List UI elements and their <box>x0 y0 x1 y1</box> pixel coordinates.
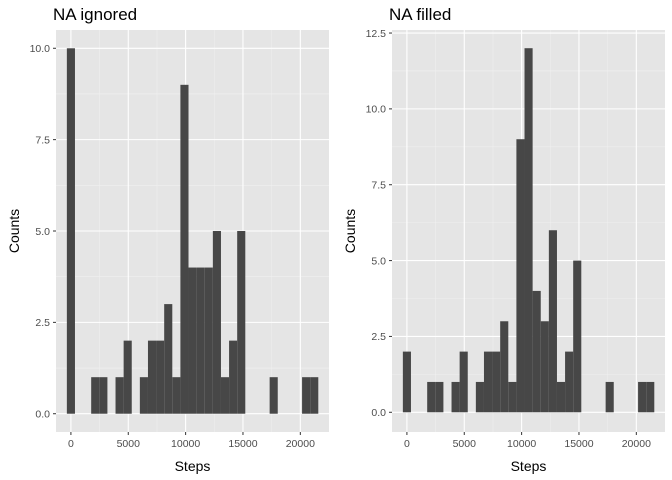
histogram-bar <box>164 304 173 414</box>
x-tick-label: 15000 <box>564 438 593 450</box>
histogram-bar <box>532 290 541 413</box>
x-axis-ticks: 0 5000 10000 15000 20000 <box>404 432 651 450</box>
histogram-bar <box>427 381 436 413</box>
histogram-bar <box>500 321 509 413</box>
x-tick-label: 5000 <box>117 438 141 450</box>
y-tick-label: 10.0 <box>30 43 51 55</box>
histogram-bar <box>115 377 124 414</box>
histogram-bar <box>204 267 213 414</box>
histogram-bar <box>196 267 205 414</box>
histogram-bar <box>302 377 311 414</box>
x-tick-label: 10000 <box>507 438 536 450</box>
histogram-bar <box>435 381 444 413</box>
histogram-bar <box>269 377 278 414</box>
histogram-bar <box>156 340 165 414</box>
y-tick-label: 0.0 <box>35 409 50 421</box>
x-axis-ticks: 0 5000 10000 15000 20000 <box>68 432 315 450</box>
chart-title: NA filled <box>389 5 451 24</box>
histogram-bar <box>180 84 189 414</box>
y-tick-label: 10.0 <box>366 104 387 116</box>
histogram-bar <box>548 230 557 413</box>
histogram-bar <box>492 351 501 413</box>
y-axis-ticks: 0.0 2.5 5.0 7.5 10.0 12.5 <box>366 28 392 419</box>
x-tick-label: 5000 <box>453 438 477 450</box>
y-tick-label: 7.5 <box>371 180 386 192</box>
histogram-bar <box>524 48 533 413</box>
chart-na-ignored: NA ignored 0.0 2.5 5.0 7.5 10.0 0 5000 10000 15… <box>6 5 329 474</box>
histogram-bar <box>147 340 157 414</box>
x-axis-label: Steps <box>511 458 547 474</box>
histogram-bar <box>188 267 197 414</box>
x-tick-label: 15000 <box>228 438 257 450</box>
histogram-bar <box>99 377 108 414</box>
histogram-bars <box>402 48 655 413</box>
x-tick-label: 0 <box>404 438 410 450</box>
histogram-bar <box>646 381 655 413</box>
histogram-bar <box>123 340 132 414</box>
histogram-bar <box>638 381 647 413</box>
x-tick-label: 0 <box>68 438 74 450</box>
y-tick-label: 2.5 <box>371 331 386 343</box>
histogram-bar <box>237 231 246 414</box>
histogram-bar <box>516 139 525 413</box>
y-axis-label: Counts <box>6 209 22 253</box>
histogram-bar <box>540 321 549 413</box>
histogram-bar <box>220 377 230 414</box>
histogram-bar <box>172 377 181 414</box>
histogram-bar <box>91 377 100 414</box>
histogram-bar <box>451 381 460 413</box>
histogram-bar <box>66 48 75 414</box>
x-tick-label: 10000 <box>171 438 200 450</box>
histogram-bar <box>229 340 238 414</box>
histogram-bar <box>459 351 468 413</box>
y-axis-ticks: 0.0 2.5 5.0 7.5 10.0 <box>30 43 56 421</box>
y-tick-label: 5.0 <box>35 226 50 238</box>
y-tick-label: 7.5 <box>35 134 50 146</box>
histogram-bar <box>508 381 517 413</box>
histogram-bar <box>565 351 574 413</box>
y-tick-label: 2.5 <box>35 317 50 329</box>
histogram-bar <box>573 260 582 413</box>
chart-na-filled: NA filled 0.0 2.5 5.0 7.5 10.0 12.5 0 5000 1000… <box>342 5 665 474</box>
histogram-bar <box>483 351 493 413</box>
histogram-bar <box>605 381 614 413</box>
x-tick-label: 20000 <box>622 438 651 450</box>
y-tick-label: 5.0 <box>371 255 386 267</box>
histogram-bar <box>139 377 148 414</box>
histogram-bar <box>310 377 319 414</box>
histogram-bar <box>475 381 484 413</box>
histogram-bar <box>556 381 566 413</box>
y-tick-label: 12.5 <box>366 28 387 40</box>
chart-title: NA ignored <box>53 5 137 24</box>
histogram-bars <box>66 48 319 414</box>
x-tick-label: 20000 <box>286 438 315 450</box>
x-axis-label: Steps <box>175 458 211 474</box>
y-tick-label: 0.0 <box>371 407 386 419</box>
histogram-bar <box>402 351 411 413</box>
y-axis-label: Counts <box>342 209 358 253</box>
histogram-bar <box>212 231 221 414</box>
